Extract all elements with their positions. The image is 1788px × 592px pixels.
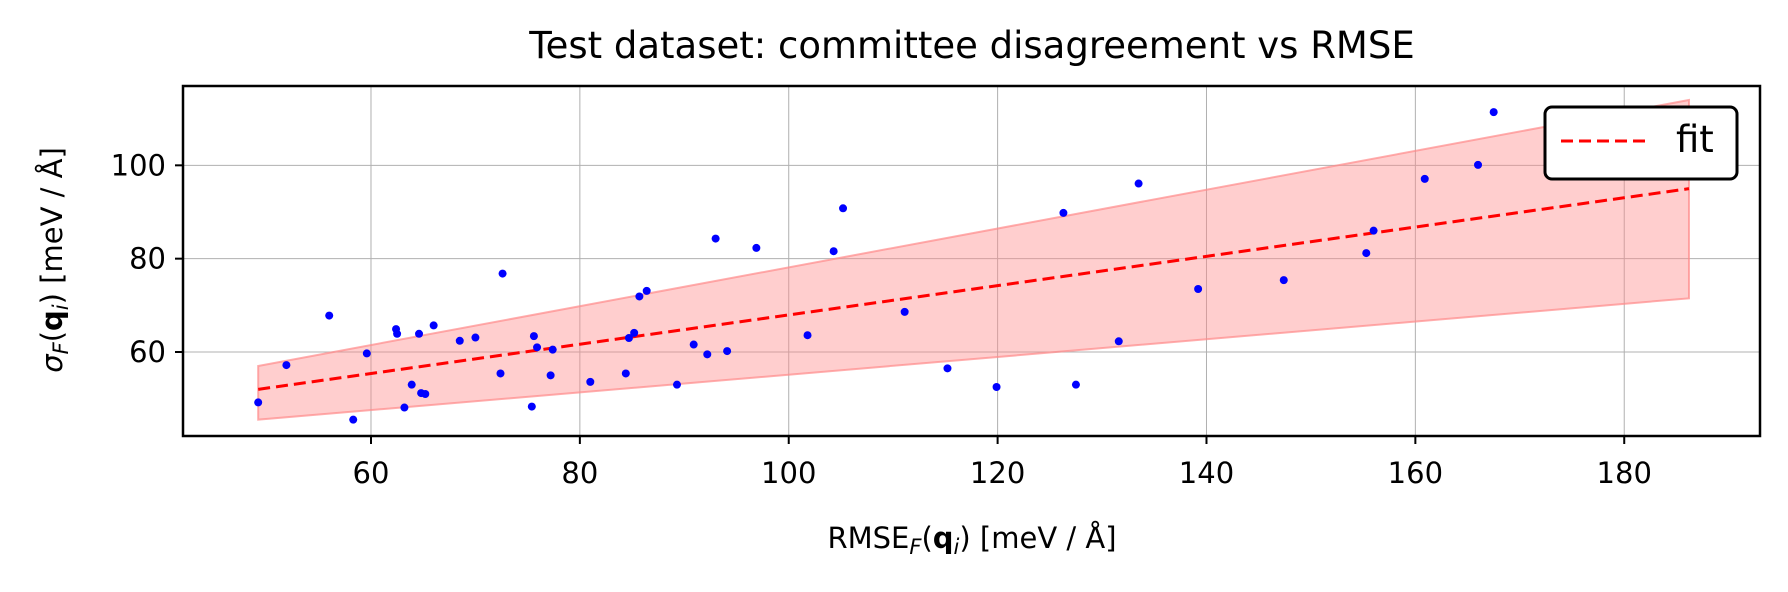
legend-fit-label: fit — [1676, 118, 1714, 161]
data-point — [1369, 226, 1378, 235]
x-tick-label: 160 — [1388, 456, 1443, 490]
data-point — [723, 347, 732, 356]
data-point — [496, 369, 505, 378]
data-point — [498, 269, 507, 278]
data-point — [471, 333, 480, 342]
data-point — [429, 321, 438, 330]
x-tick-label: 140 — [1179, 456, 1234, 490]
data-point — [362, 349, 371, 358]
data-point — [803, 331, 812, 340]
x-axis-label: RMSEF(qi) [meV / Å] — [827, 521, 1116, 559]
x-tick-label: 100 — [761, 456, 816, 490]
data-point — [548, 345, 557, 354]
plot-frame — [181, 84, 1762, 438]
y-tick-label: 60 — [129, 335, 166, 369]
data-point — [621, 369, 630, 378]
data-point — [400, 403, 409, 412]
data-point — [529, 332, 538, 341]
data-point — [527, 402, 536, 411]
data-point — [1194, 285, 1203, 293]
points-layer — [254, 108, 1498, 424]
data-point — [586, 377, 595, 386]
data-point — [455, 336, 464, 345]
band-layer — [257, 98, 1690, 421]
data-point — [642, 286, 651, 295]
data-point — [1489, 108, 1498, 117]
data-point — [992, 383, 1001, 391]
data-point — [1362, 249, 1371, 258]
x-tick-label: 60 — [353, 456, 390, 490]
legend: fit — [1543, 105, 1739, 181]
data-point — [1134, 179, 1143, 188]
y-tick-label: 100 — [111, 148, 166, 182]
y-axis-label: σF(qi) [meV / Å] — [35, 147, 73, 373]
data-point — [546, 371, 555, 380]
fit-layer — [257, 187, 1690, 391]
data-point — [415, 329, 424, 338]
data-point — [407, 380, 416, 389]
data-point — [829, 247, 838, 256]
data-point — [1279, 276, 1288, 285]
confidence-band — [257, 98, 1690, 421]
data-point — [689, 340, 698, 349]
grid-lines — [183, 86, 1760, 436]
data-point — [943, 364, 952, 373]
data-point — [282, 361, 291, 370]
data-point — [672, 380, 681, 389]
x-tick-label: 180 — [1597, 456, 1652, 490]
data-point — [349, 415, 358, 424]
data-point — [752, 243, 761, 252]
data-point — [325, 311, 334, 320]
x-tick-label: 80 — [561, 456, 598, 490]
data-point — [1114, 337, 1123, 346]
y-tick-label: 80 — [129, 242, 166, 276]
data-point — [254, 398, 263, 407]
y-tick-group: 60 80 100 — [111, 148, 183, 369]
data-point — [703, 350, 712, 359]
data-point — [1474, 160, 1483, 169]
data-point — [900, 307, 909, 316]
data-point — [635, 292, 644, 301]
chart-title: Test dataset: committee disagreement vs … — [528, 24, 1414, 67]
data-point — [624, 334, 633, 342]
data-point — [533, 343, 542, 352]
data-point — [630, 328, 639, 337]
fit-line — [257, 187, 1690, 391]
legend-box — [1543, 105, 1739, 181]
data-point — [1059, 208, 1068, 217]
data-point — [1071, 380, 1080, 389]
data-point — [839, 204, 848, 213]
data-point — [711, 234, 720, 243]
x-tick-group: 60 80 100 120 140 160 180 — [353, 436, 1652, 490]
x-tick-label: 120 — [970, 456, 1025, 490]
data-point — [1420, 174, 1429, 183]
data-point — [393, 329, 402, 338]
data-point — [421, 390, 430, 398]
